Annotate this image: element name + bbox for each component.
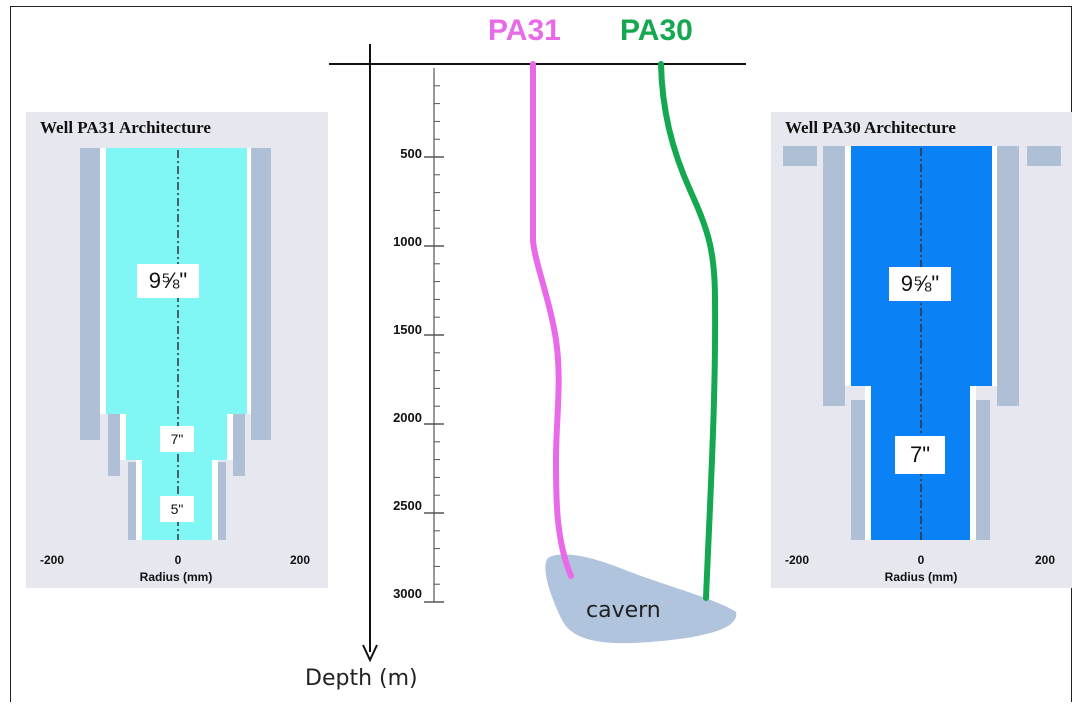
depth-tick-500: 500 (400, 146, 422, 161)
pa31-lower-wall-left (136, 460, 142, 540)
pa30-tick-200: 200 (1034, 553, 1056, 567)
pa31-architecture-panel: Well PA31 Architecture 9⅝" 7" 5" -200 0 … (26, 112, 328, 588)
pa31-label-9-5-8: 9⅝" (137, 264, 199, 298)
pa30-surface-right (1027, 146, 1061, 166)
pa31-lower-wall-right (212, 460, 218, 540)
pa31-casing-right-1 (247, 148, 251, 414)
depth-ruler-ticks (424, 85, 444, 603)
pa31-tick-neg200: -200 (39, 553, 65, 567)
depth-tick-2000: 2000 (393, 410, 422, 425)
pa31-trajectory (530, 61, 574, 579)
pa30-casing-diagram (783, 146, 1061, 540)
pa31-label-5: 5" (160, 496, 194, 522)
pa31-mid-wall-left (120, 414, 126, 460)
pa30-outer-casing-left (823, 146, 845, 406)
pa31-panel-title: Well PA31 Architecture (40, 118, 211, 137)
depth-tick-1500: 1500 (393, 322, 422, 337)
pa31-axis-label: Radius (mm) (139, 570, 213, 584)
depth-tick-1000: 1000 (393, 234, 422, 249)
pa30-trajectory (658, 61, 719, 601)
pa30-surface-left (783, 146, 817, 166)
pa30-upper-wall-right (992, 146, 997, 386)
pa30-architecture-panel: Well PA30 Architecture 9⅝" 7" -200 0 200… (771, 112, 1072, 588)
pa31-tick-0: 0 (174, 553, 182, 567)
cavern-label: cavern (586, 598, 661, 623)
pa31-casing-left-1 (100, 148, 106, 414)
pa31-casing-diagram (80, 148, 271, 540)
depth-axis-label: Depth (m) (305, 666, 418, 691)
pa31-mid-casing-right (233, 414, 245, 476)
pa30-label-7: 7" (895, 436, 945, 474)
depth-tick-3000: 3000 (393, 586, 422, 601)
pa31-mid-wall-right (227, 414, 233, 460)
pa30-label-9-5-8: 9⅝" (889, 267, 951, 301)
pa31-lower-casing-left (128, 462, 136, 540)
pa30-panel-title: Well PA30 Architecture (785, 118, 956, 137)
pa31-outer-casing-left (80, 148, 100, 440)
pa30-lower-wall-right (970, 386, 976, 540)
pa31-mid-casing-left (108, 414, 120, 476)
pa31-outer-casing-right (251, 148, 271, 440)
pa31-well-label: PA31 (488, 14, 561, 47)
pa30-axis-label: Radius (mm) (884, 570, 958, 584)
cavern-shape (545, 554, 737, 644)
pa31-lower-casing-right (218, 462, 226, 540)
pa30-tick-neg200: -200 (784, 553, 810, 567)
pa30-upper-wall-left (845, 146, 851, 386)
pa30-well-label: PA30 (620, 14, 693, 47)
depth-arrow-head (362, 644, 378, 663)
pa31-tick-200: 200 (289, 553, 311, 567)
pa30-outer-casing-right (997, 146, 1019, 406)
pa30-lower-casing-right (976, 400, 990, 540)
pa30-lower-casing-left (851, 400, 865, 540)
pa31-label-7: 7" (160, 426, 194, 452)
depth-tick-2500: 2500 (393, 498, 422, 513)
pa30-lower-wall-left (865, 386, 871, 540)
pa30-tick-0: 0 (917, 553, 925, 567)
